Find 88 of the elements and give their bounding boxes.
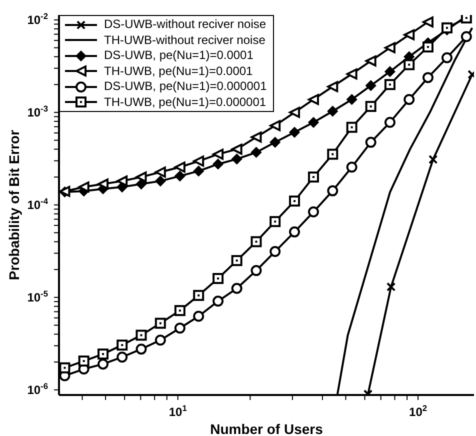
point	[98, 178, 109, 190]
point	[308, 94, 319, 105]
point	[366, 80, 376, 91]
y-axis-title: Probability of Bit Error	[6, 129, 22, 280]
point	[193, 156, 204, 167]
point	[346, 94, 358, 105]
point	[232, 154, 242, 164]
point	[136, 172, 147, 183]
legend-label: DS-UWB, pe(Nu=1)=0.000001	[104, 79, 267, 94]
point	[346, 68, 358, 80]
point	[250, 236, 262, 248]
legend-label: TH-UWB, pe(Nu=1)=0.000001	[104, 94, 266, 110]
point	[193, 310, 204, 322]
point	[442, 52, 452, 64]
point	[154, 334, 166, 346]
point	[136, 178, 146, 190]
point	[174, 322, 186, 334]
point	[154, 318, 166, 329]
point	[327, 185, 338, 196]
point	[384, 42, 396, 54]
y-tick-label: 10$^{-6}$	[27, 380, 48, 397]
point	[270, 246, 281, 258]
point	[289, 196, 300, 207]
point	[116, 352, 128, 363]
point	[212, 296, 224, 307]
point	[365, 136, 376, 148]
point	[308, 117, 319, 128]
x-axis-title: Number of Users	[210, 421, 324, 436]
point	[136, 344, 147, 355]
point	[212, 272, 224, 284]
point	[346, 122, 358, 133]
legend-label: TH-UWB-without reciver noise	[104, 32, 266, 48]
point	[422, 41, 434, 52]
point	[231, 255, 242, 266]
point	[365, 100, 376, 112]
point	[270, 137, 280, 148]
point	[78, 182, 90, 193]
point	[174, 170, 186, 182]
point	[136, 330, 147, 341]
point	[422, 16, 434, 28]
point	[174, 305, 186, 316]
point	[212, 158, 224, 170]
y-tick-label: 10$^{-2}$	[27, 10, 48, 27]
point	[250, 147, 262, 158]
point	[116, 176, 128, 187]
point	[404, 59, 415, 70]
point	[327, 148, 338, 160]
x-tick-label: 10$^{1}$	[168, 403, 188, 419]
legend-label: DS-UWB, pe(Nu=1)=0.0001	[104, 48, 254, 64]
point	[289, 106, 300, 118]
point	[116, 340, 128, 351]
point	[308, 206, 319, 218]
point	[270, 216, 281, 228]
point	[327, 81, 338, 92]
point	[308, 172, 319, 183]
point	[384, 66, 396, 77]
point	[327, 106, 338, 116]
point	[193, 290, 204, 301]
point	[155, 176, 166, 186]
point	[289, 226, 300, 238]
point	[346, 162, 358, 173]
point	[231, 282, 242, 294]
point	[212, 148, 224, 160]
point	[384, 79, 396, 90]
y-tick-label: 10$^{-4}$	[27, 196, 48, 212]
point	[404, 94, 415, 105]
y-tick-label: 10$^{-5}$	[27, 288, 48, 304]
point	[154, 166, 166, 178]
point	[365, 55, 376, 66]
legend-label: DS-UWB-without reciver noise	[104, 17, 266, 32]
y-tick-label: 10$^{-3}$	[27, 103, 48, 120]
point	[231, 144, 242, 155]
point	[422, 72, 434, 84]
point	[289, 127, 300, 138]
point	[98, 348, 109, 360]
point	[98, 358, 109, 370]
point	[404, 29, 415, 40]
point	[460, 31, 472, 42]
x-tick-label: 10$^{2}$	[409, 403, 428, 419]
point	[174, 162, 186, 173]
point	[250, 265, 262, 276]
point	[250, 132, 262, 143]
point	[193, 166, 204, 176]
point	[78, 356, 90, 367]
legend-label: TH-UWB, pe(Nu=1)=0.0001	[104, 64, 253, 79]
point	[59, 362, 70, 374]
point	[270, 120, 281, 132]
point	[384, 116, 396, 128]
